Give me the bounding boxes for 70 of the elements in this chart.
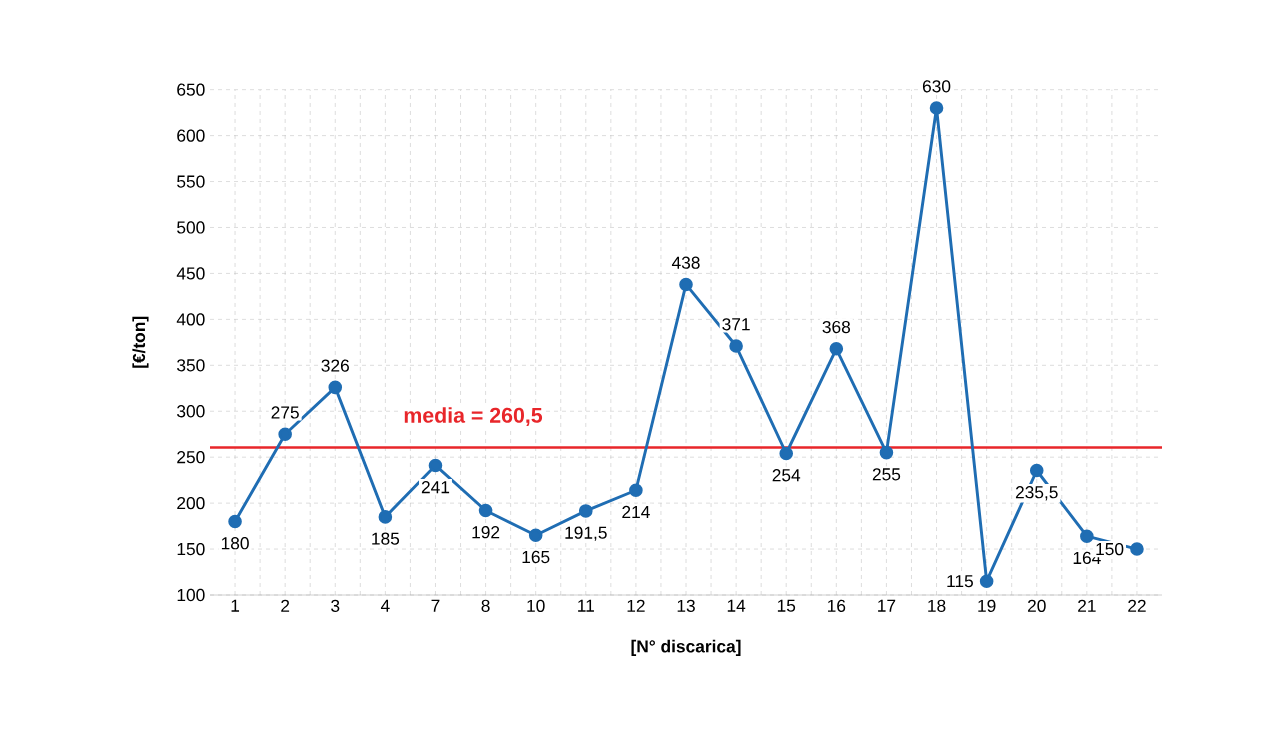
y-tick-label: 250 [177,451,205,464]
data-label: 165 [522,550,550,564]
point [729,339,743,353]
data-label: 254 [772,469,801,482]
data-label: 115 [947,575,973,588]
point [578,504,593,518]
data-label: 438 [671,256,700,269]
x-tick-label: 20 [1027,599,1046,612]
data-label: 180 [221,537,249,550]
data-label: 241 [421,481,450,494]
point [779,446,794,461]
y-tick-label: 150 [177,542,205,556]
y-tick-label: 300 [177,405,205,418]
data-label: 371 [722,318,750,331]
x-tick-label: 7 [431,599,440,612]
data-label: 630 [922,80,951,93]
data-label: 326 [321,359,349,372]
point [979,574,994,589]
y-tick-label: 450 [176,267,205,280]
x-tick-label: 17 [878,599,896,612]
data-label: 235,5 [1015,486,1058,501]
y-tick-label: 400 [176,313,205,326]
y-tick-label: 200 [177,496,205,510]
x-tick-label: 21 [1078,599,1096,612]
point [228,514,242,529]
point [528,528,543,543]
point [879,445,894,460]
x-tick-label: 1 [231,599,240,612]
x-tick-label: 14 [727,599,746,612]
data-label: 255 [872,468,901,481]
x-tick-label: 3 [331,599,340,612]
x-tick-label: 10 [527,599,545,612]
point [929,101,944,115]
point [829,341,844,356]
x-axis-title: [N° discarica] [631,639,741,656]
point [428,458,443,473]
x-tick-label: 2 [281,599,290,612]
y-tick-label: 500 [177,221,205,234]
y-axis-title: [€/ton] [132,316,149,368]
point [1029,463,1044,478]
y-tick-label: 550 [177,175,205,188]
point [629,483,643,498]
data-label: 214 [622,505,650,518]
data-label: 191,5 [565,526,607,541]
x-tick-label: 8 [481,599,490,612]
x-tick-label: 22 [1128,599,1146,612]
y-tick-label: 100 [177,588,205,602]
point [1130,542,1144,556]
x-tick-label: 16 [828,599,846,612]
x-tick-label: 11 [578,599,594,612]
point [378,510,393,524]
data-label: 185 [372,532,400,545]
point [478,503,493,518]
x-tick-label: 19 [978,599,996,612]
x-tick-label: 12 [627,599,645,612]
x-tick-label: 13 [677,599,695,612]
y-tick-label: 600 [177,129,205,142]
x-tick-label: 4 [380,599,390,612]
data-label: 275 [271,406,299,419]
y-tick-label: 650 [177,83,205,96]
point [1080,529,1094,543]
data-label: 192 [472,526,500,539]
point [278,427,292,442]
point [328,380,343,395]
data-label: 368 [822,320,851,334]
x-tick-label: 18 [928,599,946,612]
y-tick-label: 350 [177,359,205,372]
x-tick-label: 15 [777,599,796,612]
ref-line-label: media = 260,5 [404,407,543,426]
point [679,277,693,292]
